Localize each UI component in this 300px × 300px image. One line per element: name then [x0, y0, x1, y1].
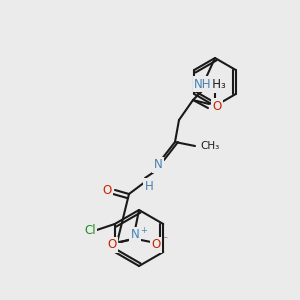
Text: N: N [154, 158, 162, 172]
Text: ⁻: ⁻ [162, 235, 167, 245]
Text: CH₃: CH₃ [204, 79, 226, 92]
Text: H: H [145, 179, 153, 193]
Text: NH: NH [194, 77, 212, 91]
Text: +: + [140, 226, 147, 235]
Text: O: O [107, 238, 117, 251]
Text: O: O [212, 100, 222, 112]
Text: N: N [130, 229, 140, 242]
Text: O: O [152, 238, 160, 251]
Text: Cl: Cl [84, 224, 96, 238]
Text: CH₃: CH₃ [200, 141, 219, 151]
Text: O: O [102, 184, 112, 197]
